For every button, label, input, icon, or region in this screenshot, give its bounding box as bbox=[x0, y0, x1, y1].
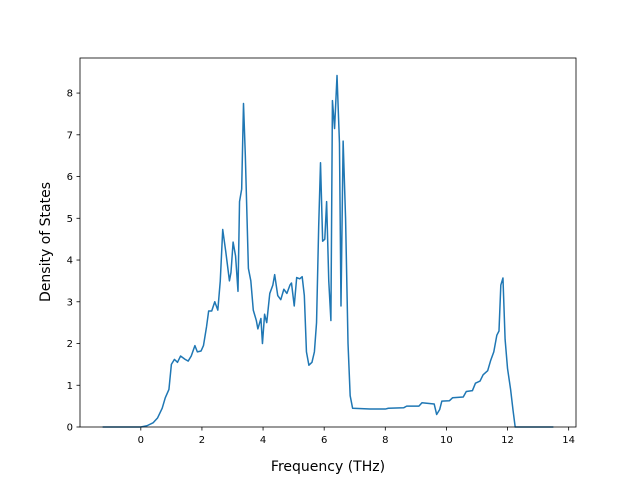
y-axis-label: Density of States bbox=[38, 182, 54, 302]
x-tick-label: 0 bbox=[138, 435, 144, 446]
x-tick-label: 8 bbox=[382, 435, 388, 446]
x-tick-label: 2 bbox=[199, 435, 205, 446]
y-tick-label: 3 bbox=[67, 297, 73, 308]
x-tick-label: 12 bbox=[501, 435, 514, 446]
x-tick-label: 4 bbox=[260, 435, 266, 446]
y-tick-label: 4 bbox=[67, 256, 73, 267]
x-tick-label: 14 bbox=[562, 435, 575, 446]
y-tick-label: 7 bbox=[67, 130, 73, 141]
plot-frame bbox=[79, 57, 577, 428]
x-tick-label: 10 bbox=[440, 435, 453, 446]
y-tick-label: 6 bbox=[67, 172, 73, 183]
y-tick-label: 0 bbox=[67, 423, 73, 434]
y-tick-label: 5 bbox=[67, 214, 73, 225]
y-tick-label: 1 bbox=[67, 381, 73, 392]
line bbox=[102, 74, 554, 428]
x-tick-label: 6 bbox=[321, 435, 327, 446]
x-axis-label: Frequency (THz) bbox=[271, 459, 385, 475]
y-tick-label: 8 bbox=[67, 89, 73, 100]
y-tick-label: 2 bbox=[67, 339, 73, 350]
